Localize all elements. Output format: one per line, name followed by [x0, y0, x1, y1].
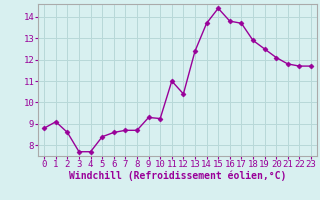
X-axis label: Windchill (Refroidissement éolien,°C): Windchill (Refroidissement éolien,°C) — [69, 171, 286, 181]
